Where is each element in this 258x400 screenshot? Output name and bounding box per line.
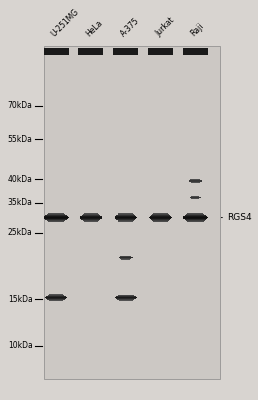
FancyBboxPatch shape	[78, 48, 103, 55]
FancyBboxPatch shape	[44, 46, 220, 379]
FancyBboxPatch shape	[113, 48, 138, 55]
Text: 10kDa: 10kDa	[8, 342, 33, 350]
Text: 35kDa: 35kDa	[7, 198, 33, 207]
Text: U-251MG: U-251MG	[50, 7, 81, 38]
Text: Jurkat: Jurkat	[154, 16, 176, 38]
Text: 40kDa: 40kDa	[7, 175, 33, 184]
Text: HeLa: HeLa	[85, 18, 104, 38]
Text: A-375: A-375	[119, 16, 142, 38]
FancyBboxPatch shape	[44, 48, 69, 55]
FancyBboxPatch shape	[183, 48, 208, 55]
Text: 25kDa: 25kDa	[8, 228, 33, 237]
Text: 55kDa: 55kDa	[7, 135, 33, 144]
Text: 15kDa: 15kDa	[8, 295, 33, 304]
Text: RGS4: RGS4	[228, 213, 252, 222]
Text: 70kDa: 70kDa	[7, 102, 33, 110]
Text: Raji: Raji	[189, 22, 206, 38]
FancyBboxPatch shape	[148, 48, 173, 55]
